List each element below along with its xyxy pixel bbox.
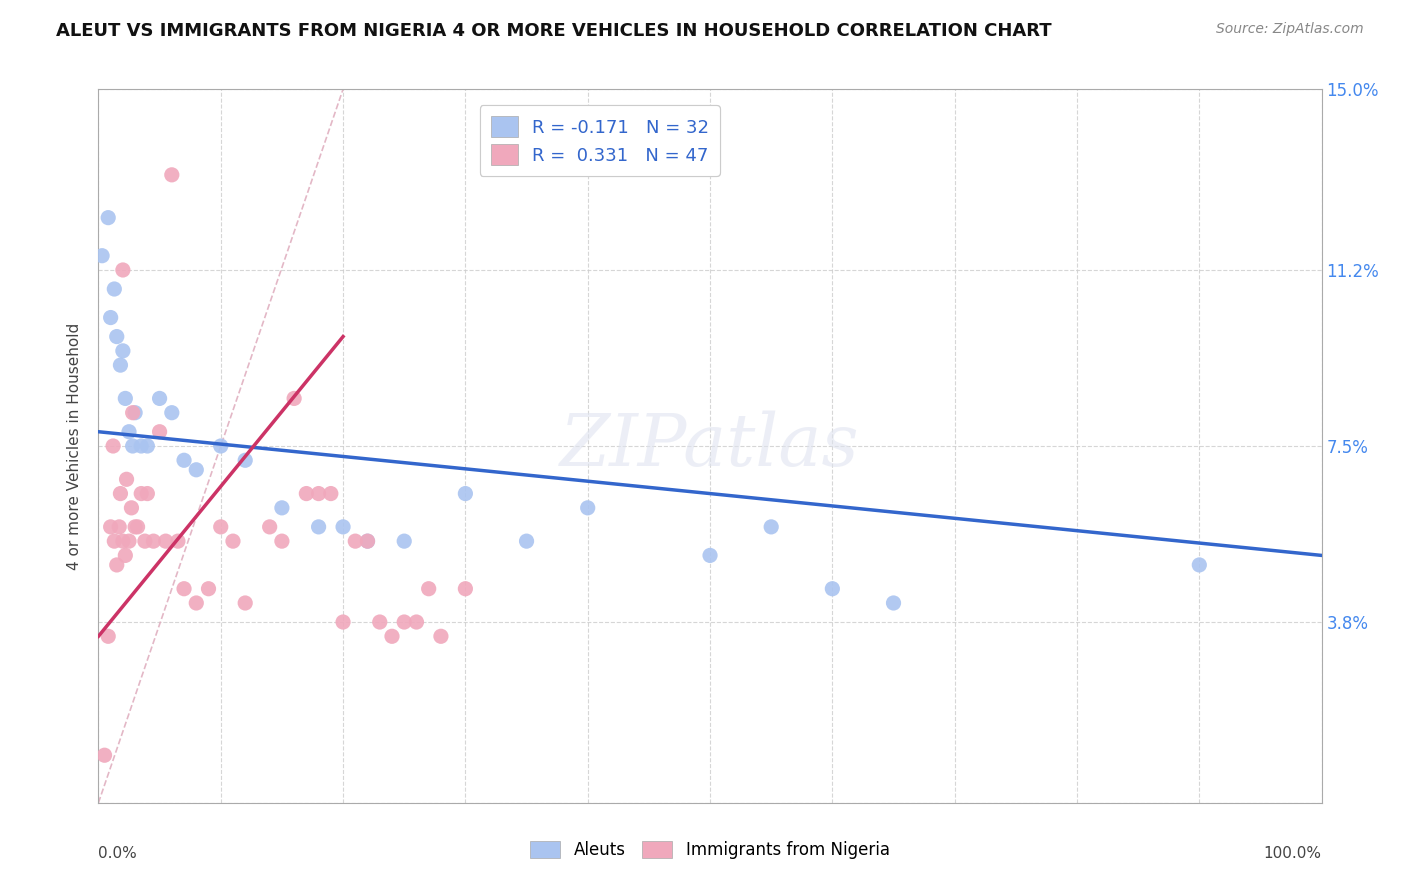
Point xyxy=(173,582,195,596)
Text: Source: ZipAtlas.com: Source: ZipAtlas.com xyxy=(1216,22,1364,37)
Point xyxy=(308,520,330,534)
Point xyxy=(136,486,159,500)
Point xyxy=(110,486,132,500)
Text: 0.0%: 0.0% xyxy=(98,846,138,861)
Point xyxy=(270,500,294,515)
Text: 100.0%: 100.0% xyxy=(1264,846,1322,861)
Point xyxy=(209,520,232,534)
Point xyxy=(332,520,354,534)
Point xyxy=(392,615,416,629)
Point xyxy=(319,486,342,500)
Point xyxy=(103,282,125,296)
Point xyxy=(295,486,318,500)
Point xyxy=(142,534,165,549)
Point xyxy=(356,534,378,549)
Point xyxy=(186,596,208,610)
Point xyxy=(149,392,172,406)
Point xyxy=(121,406,143,420)
Point xyxy=(149,425,172,439)
Point xyxy=(155,534,177,549)
Point xyxy=(124,520,146,534)
Point xyxy=(103,534,125,549)
Point xyxy=(120,500,142,515)
Point xyxy=(418,582,440,596)
Point xyxy=(129,486,152,500)
Point xyxy=(356,534,378,549)
Point xyxy=(699,549,721,563)
Point xyxy=(233,453,256,467)
Point xyxy=(381,629,404,643)
Point xyxy=(761,520,783,534)
Point xyxy=(115,472,138,486)
Point xyxy=(308,486,330,500)
Point xyxy=(392,534,416,549)
Point xyxy=(576,500,599,515)
Point xyxy=(368,615,391,629)
Point xyxy=(111,343,134,358)
Point xyxy=(91,249,114,263)
Point xyxy=(430,629,453,643)
Text: ZIPatlas: ZIPatlas xyxy=(560,410,860,482)
Point xyxy=(121,439,143,453)
Point xyxy=(405,615,427,629)
Point xyxy=(173,453,195,467)
Point xyxy=(233,596,256,610)
Point xyxy=(93,748,115,763)
Point xyxy=(270,534,294,549)
Point xyxy=(821,582,844,596)
Point xyxy=(222,534,245,549)
Point xyxy=(100,520,122,534)
Legend: R = -0.171   N = 32, R =  0.331   N = 47: R = -0.171 N = 32, R = 0.331 N = 47 xyxy=(479,105,720,176)
Point xyxy=(259,520,281,534)
Point xyxy=(118,425,141,439)
Point xyxy=(100,310,122,325)
Point xyxy=(344,534,367,549)
Point xyxy=(129,439,152,453)
Point xyxy=(124,406,146,420)
Text: ALEUT VS IMMIGRANTS FROM NIGERIA 4 OR MORE VEHICLES IN HOUSEHOLD CORRELATION CHA: ALEUT VS IMMIGRANTS FROM NIGERIA 4 OR MO… xyxy=(56,22,1052,40)
Point xyxy=(516,534,538,549)
Point xyxy=(127,520,149,534)
Point xyxy=(108,520,131,534)
Y-axis label: 4 or more Vehicles in Household: 4 or more Vehicles in Household xyxy=(67,322,83,570)
Point xyxy=(454,582,477,596)
Point xyxy=(160,168,183,182)
Point xyxy=(332,615,354,629)
Point xyxy=(197,582,219,596)
Point xyxy=(454,486,477,500)
Point xyxy=(283,392,305,406)
Point xyxy=(111,263,134,277)
Point xyxy=(114,392,136,406)
Point xyxy=(209,439,232,453)
Point xyxy=(105,329,128,343)
Point xyxy=(111,534,134,549)
Point xyxy=(114,549,136,563)
Point xyxy=(167,534,190,549)
Point xyxy=(1188,558,1211,572)
Point xyxy=(118,534,141,549)
Point xyxy=(186,463,208,477)
Point xyxy=(97,629,120,643)
Point xyxy=(110,358,132,372)
Point xyxy=(97,211,120,225)
Point xyxy=(883,596,905,610)
Point xyxy=(134,534,156,549)
Point xyxy=(105,558,128,572)
Point xyxy=(136,439,159,453)
Point xyxy=(160,406,183,420)
Point xyxy=(101,439,124,453)
